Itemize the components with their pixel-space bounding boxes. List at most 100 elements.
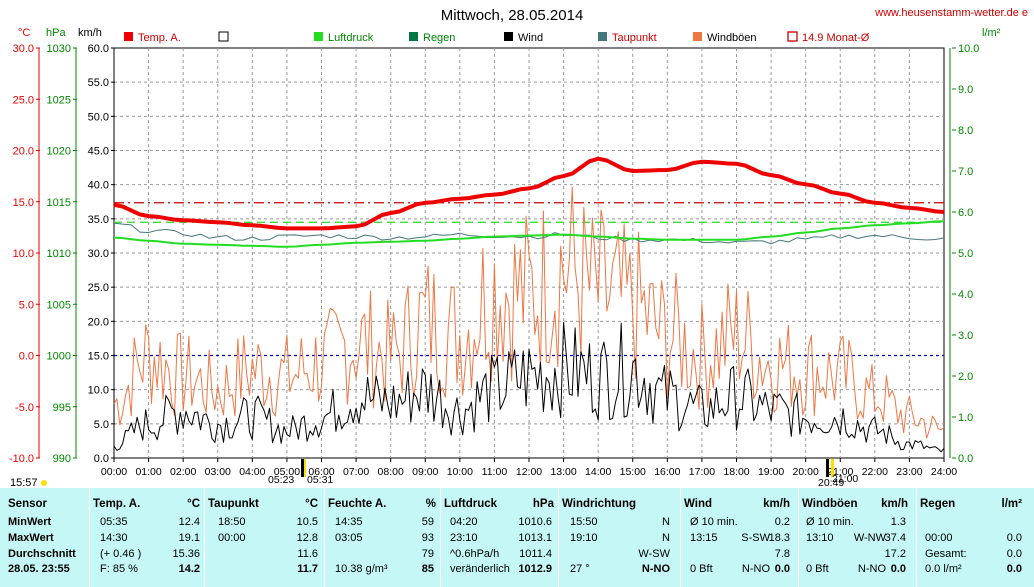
temp-tick: -10.0 [9, 453, 34, 465]
wind-tick: 30.0 [88, 248, 109, 260]
feuchte-unit: % [425, 498, 436, 510]
sensor-row: MinWert [8, 516, 52, 528]
rain-tick: 8.0 [958, 125, 973, 137]
temp-tick: 25.0 [13, 94, 34, 106]
luftdruck-header: Luftdruck [444, 498, 498, 510]
rain-tick: 9.0 [958, 84, 973, 96]
temp-time: F: 85 % [100, 563, 138, 575]
temp-value: 12.4 [178, 516, 200, 528]
rain-tick: 4.0 [958, 289, 973, 301]
windboeen-time: Ø 10 min. [806, 516, 854, 528]
wind-time: Ø 10 min. [690, 516, 738, 528]
windboeen-dir: N-NO [857, 563, 886, 575]
x-tick-label: 22:00 [862, 466, 888, 478]
luftdruck-value: 1010.6 [518, 516, 552, 528]
wind-time: 13:15 [690, 532, 718, 544]
site-url[interactable]: www.heusenstamm-wetter.de e [874, 7, 1028, 19]
wind-tick: 40.0 [88, 180, 109, 192]
series-luftdruck [113, 220, 945, 248]
sensor-row: MaxWert [8, 532, 54, 544]
wind-tick: 20.0 [88, 316, 109, 328]
regen-value: 0.0 [1006, 548, 1022, 560]
chart-series [113, 156, 945, 453]
windboeen-header: Windböen [802, 498, 858, 510]
x-tick-label: 24:00 [931, 466, 957, 478]
windboeen-value: 17.2 [884, 548, 906, 560]
taupunkt-value: 10.5 [296, 516, 318, 528]
legend-label: Windböen [707, 32, 757, 44]
windboeen-unit: km/h [881, 498, 908, 510]
temp-unit: °C [187, 498, 200, 510]
legend-swatch [598, 32, 607, 41]
x-tick-label: 12:00 [516, 466, 542, 478]
legend-label: 14.9 Monat-Ø [802, 32, 870, 44]
feuchte-time: 10.38 g/m³ [335, 563, 388, 575]
legend-label: Regen [423, 32, 455, 44]
luftdruck-value: 1012.9 [518, 563, 552, 575]
temp-value: 19.1 [178, 532, 200, 544]
legend-swatch [124, 32, 133, 41]
pressure-tick: 990 [53, 453, 71, 465]
legend-swatch [409, 32, 418, 41]
rain-tick: 7.0 [958, 166, 973, 178]
regen-unit: l/m² [1001, 498, 1022, 510]
legend-swatch [693, 32, 702, 41]
taupunkt-unit: °C [305, 498, 318, 510]
pressure-tick: 1020 [47, 146, 71, 158]
taupunkt-value: 11.7 [297, 563, 318, 575]
stats-col-sep [798, 488, 799, 587]
taupunkt-header: Taupunkt [208, 498, 259, 510]
regen-time: 00:00 [925, 532, 953, 544]
x-tick-label: 06:00 [308, 466, 334, 478]
pressure-tick: 1030 [47, 43, 71, 55]
feuchte-value: 79 [421, 548, 434, 560]
wind-tick: 55.0 [88, 77, 109, 89]
windrichtung-time: 27 ° [570, 563, 590, 575]
feuchte-value: 93 [421, 532, 434, 544]
pressure-tick: 1025 [47, 94, 71, 106]
temp-tick: 10.0 [13, 248, 34, 260]
legend-swatch [218, 31, 229, 42]
sunset2-label: 20:49 [818, 477, 844, 488]
sensor-row: 28.05. 23:55 [8, 563, 70, 575]
windboeen-time: 0 Bft [806, 563, 829, 575]
windboeen-value: 37.4 [884, 532, 906, 544]
stats-col-sep [440, 488, 441, 587]
wind-tick: 60.0 [88, 43, 109, 55]
sun-marker [826, 459, 829, 477]
windrichtung-header: Windrichtung [562, 498, 636, 510]
x-tick-label: 09:00 [412, 466, 438, 478]
feuchte-header: Feuchte A. [328, 498, 387, 510]
temp-tick: 30.0 [13, 43, 34, 55]
wind-value: 0.2 [774, 516, 790, 528]
unit-rain: l/m² [982, 27, 1001, 39]
luftdruck-unit: hPa [532, 498, 554, 510]
wind-value: 0.0 [774, 563, 790, 575]
legend-label: Wind [518, 32, 543, 44]
time-label: 15:57 [10, 477, 38, 488]
temp-time: (+ 0.46 ) [100, 548, 142, 560]
x-tick-label: 02:00 [170, 466, 196, 478]
rain-tick: 3.0 [958, 330, 973, 342]
stats-col-sep [89, 488, 90, 587]
sun-marker [303, 459, 306, 477]
x-tick-label: 08:00 [378, 466, 404, 478]
pressure-tick: 995 [53, 402, 71, 414]
wind-dir: S-SW [741, 532, 770, 544]
luftdruck-time: 23:10 [450, 532, 478, 544]
sun-icon [41, 480, 47, 486]
sensor-header: Sensor [8, 498, 47, 510]
x-tick-label: 14:00 [585, 466, 611, 478]
temp-value: 14.2 [178, 563, 200, 575]
wind-tick: 10.0 [88, 385, 109, 397]
taupunkt-value: 11.6 [297, 548, 318, 560]
sunrise2-label: 05:31 [307, 474, 333, 486]
windrichtung-value: N-NO [641, 563, 670, 575]
wind-tick: 5.0 [94, 419, 109, 431]
feuchte-time: 14:35 [335, 516, 363, 528]
wind-tick: 15.0 [88, 351, 109, 363]
stats-col-sep [324, 488, 325, 587]
regen-time: Gesamt: [925, 548, 967, 560]
unit-wind: km/h [78, 27, 102, 39]
luftdruck-time: 04:20 [450, 516, 478, 528]
